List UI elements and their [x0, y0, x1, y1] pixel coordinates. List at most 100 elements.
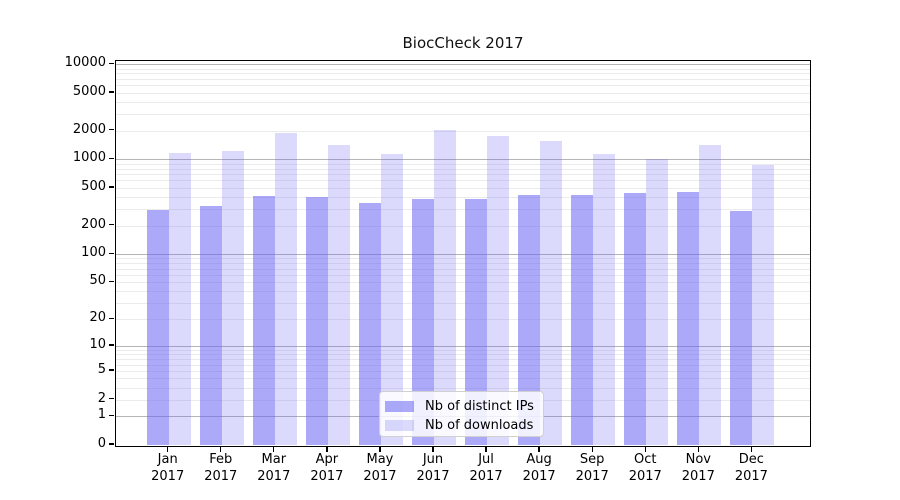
x-tick-mar: [273, 447, 275, 452]
gridline-4: [116, 378, 810, 380]
x-tick-label-jul: Jul 2017: [469, 452, 503, 484]
plot-area: [115, 60, 811, 447]
gridline-9: [116, 349, 810, 351]
gridline-70: [116, 268, 810, 270]
y-tick-5: [109, 369, 114, 371]
bar-feb-distinct-ips: [199, 205, 222, 445]
x-tick-nov: [697, 447, 699, 452]
gridline-50: [116, 282, 810, 284]
x-tick-label-aug: Aug 2017: [522, 452, 556, 484]
gridline-6000: [116, 85, 810, 87]
bar-may-distinct-ips: [358, 203, 381, 445]
x-tick-sep: [591, 447, 593, 452]
x-tick-oct: [644, 447, 646, 452]
gridline-400: [116, 197, 810, 199]
x-tick-label-jan: Jan 2017: [151, 452, 185, 484]
bar-jan-distinct-ips: [146, 209, 169, 445]
legend-item-downloads: Nb of downloads: [385, 416, 543, 435]
bar-jun-downloads: [434, 129, 456, 445]
bar-nov-distinct-ips: [677, 192, 700, 445]
legend: Nb of distinct IPs Nb of downloads: [379, 391, 544, 437]
gridline-700: [116, 174, 810, 176]
gridline-10000: [116, 64, 810, 66]
x-tick-label-nov: Nov 2017: [681, 452, 715, 484]
y-tick-20: [109, 317, 114, 319]
bar-jun-distinct-ips: [412, 199, 434, 445]
x-tick-jul: [485, 447, 487, 452]
gridline-4000: [116, 102, 810, 104]
x-tick-label-jun: Jun 2017: [416, 452, 450, 484]
gridline-20: [116, 319, 810, 321]
y-tick-label-20: 20: [89, 310, 106, 326]
bar-apr-downloads: [327, 144, 350, 445]
bar-feb-downloads: [221, 150, 244, 445]
gridline-3: [116, 387, 810, 389]
y-tick-label-0: 0: [97, 436, 106, 451]
gridline-900: [116, 163, 810, 165]
gridline-30: [116, 303, 810, 304]
bar-oct-distinct-ips: [624, 193, 647, 445]
y-tick-50: [109, 280, 114, 283]
y-tick-100: [109, 252, 114, 254]
gridline-300: [116, 209, 810, 210]
chart-title: BiocCheck 2017: [402, 34, 524, 52]
x-tick-feb: [220, 447, 222, 452]
bar-nov-downloads: [699, 144, 722, 445]
x-tick-aug: [538, 447, 540, 452]
bar-sep-downloads: [593, 153, 616, 445]
y-tick-label-5: 5: [97, 361, 106, 377]
bar-aug-distinct-ips: [518, 195, 541, 445]
legend-label-downloads: Nb of downloads: [425, 418, 534, 433]
gridline-9000: [116, 68, 810, 70]
gridline-6: [116, 364, 810, 366]
x-tick-jan: [167, 447, 169, 452]
y-tick-label-100: 100: [81, 245, 106, 261]
gridline-500: [116, 187, 810, 189]
y-tick-5000: [109, 91, 114, 93]
y-tick-label-1: 1: [97, 407, 106, 423]
gridline-60: [116, 275, 810, 276]
bar-aug-downloads: [540, 140, 563, 445]
bar-mar-distinct-ips: [252, 195, 275, 445]
x-tick-label-sep: Sep 2017: [575, 452, 609, 484]
y-tick-2: [109, 397, 114, 400]
y-tick-10: [109, 344, 114, 346]
bar-jan-downloads: [168, 152, 191, 445]
y-tick-0: [109, 443, 114, 445]
y-tick-label-10: 10: [89, 336, 106, 352]
bar-mar-downloads: [274, 133, 297, 445]
gridline-800: [116, 168, 810, 170]
y-tick-label-50: 50: [89, 273, 106, 289]
x-tick-label-dec: Dec 2017: [734, 452, 768, 484]
gridline-200: [116, 225, 810, 227]
x-tick-label-feb: Feb 2017: [204, 452, 238, 484]
x-tick-label-mar: Mar 2017: [257, 452, 291, 484]
gridline-90: [116, 258, 810, 260]
y-tick-2000: [109, 129, 114, 131]
bar-dec-downloads: [752, 164, 775, 445]
y-tick-1000: [109, 157, 114, 160]
x-tick-label-apr: Apr 2017: [310, 452, 344, 484]
gridline-5: [116, 370, 810, 372]
gridline-1000: [116, 159, 810, 161]
x-tick-label-oct: Oct 2017: [628, 452, 662, 484]
bar-jul-downloads: [487, 136, 510, 445]
gridline-8: [116, 354, 810, 356]
y-tick-label-5000: 5000: [72, 83, 106, 99]
y-tick-10000: [109, 62, 114, 64]
y-tick-label-10000: 10000: [64, 55, 106, 71]
y-tick-label-1000: 1000: [72, 150, 106, 166]
y-tick-label-500: 500: [81, 178, 106, 194]
gridline-7000: [116, 78, 810, 80]
x-tick-apr: [326, 447, 328, 452]
legend-label-distinct-ips: Nb of distinct IPs: [425, 399, 534, 414]
y-tick-label-2000: 2000: [72, 121, 106, 137]
gridline-40: [116, 291, 810, 293]
bar-sep-distinct-ips: [571, 195, 594, 445]
gridline-10: [116, 345, 810, 347]
bar-jul-distinct-ips: [465, 199, 488, 445]
gridline-2000: [116, 130, 810, 132]
bar-apr-distinct-ips: [305, 196, 328, 445]
legend-item-distinct-ips: Nb of distinct IPs: [385, 397, 543, 416]
